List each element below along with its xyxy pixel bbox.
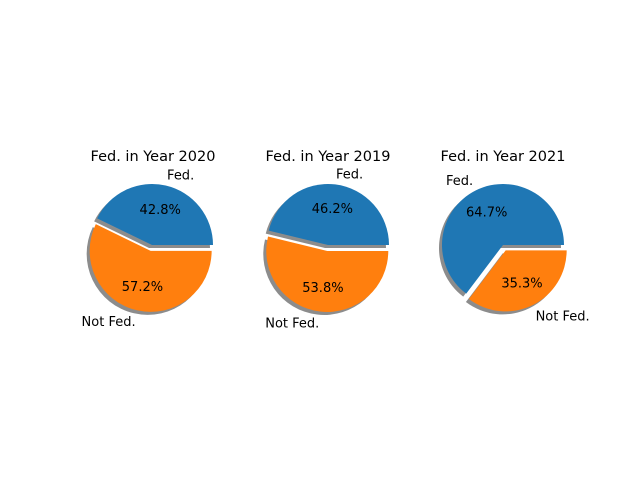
pie-title: Fed. in Year 2019 <box>266 149 391 165</box>
pie-percent-label: 35.3% <box>501 277 542 292</box>
pie-title: Fed. in Year 2020 <box>91 149 216 165</box>
pie-title: Fed. in Year 2021 <box>441 149 566 165</box>
pie-percent-label: 57.2% <box>122 280 163 295</box>
pie-chart-2020: Fed. in Year 2020 42.8% Fed. 57.2% Not Fed. <box>82 149 216 330</box>
pie-category-label: Fed. <box>167 169 194 184</box>
pie-wedge-fed <box>441 183 564 294</box>
pie-wedge-not-fed <box>468 250 567 312</box>
pie-category-label: Not Fed. <box>536 309 590 324</box>
pie-wedge-not-fed <box>266 236 389 312</box>
pie-category-label: Not Fed. <box>265 317 319 332</box>
pie-wedge-fed <box>97 183 213 245</box>
pie-wedge-fed <box>268 184 389 245</box>
pie-percent-label: 64.7% <box>466 206 507 221</box>
pie-wedge-not-fed <box>89 224 212 312</box>
pie-chart-2021: Fed. in Year 2021 64.7% Fed. 35.3% Not Fed. <box>439 149 590 324</box>
pie-category-label: Fed. <box>446 174 473 189</box>
pie-percent-label: 42.8% <box>140 203 181 218</box>
pie-category-label: Not Fed. <box>82 315 136 330</box>
pie-percent-label: 46.2% <box>312 202 353 217</box>
pie-percent-label: 53.8% <box>302 281 343 296</box>
pie-category-label: Fed. <box>336 167 363 182</box>
pie-chart-2019: Fed. in Year 2019 46.2% Fed. 53.8% Not Fed. <box>263 149 390 332</box>
